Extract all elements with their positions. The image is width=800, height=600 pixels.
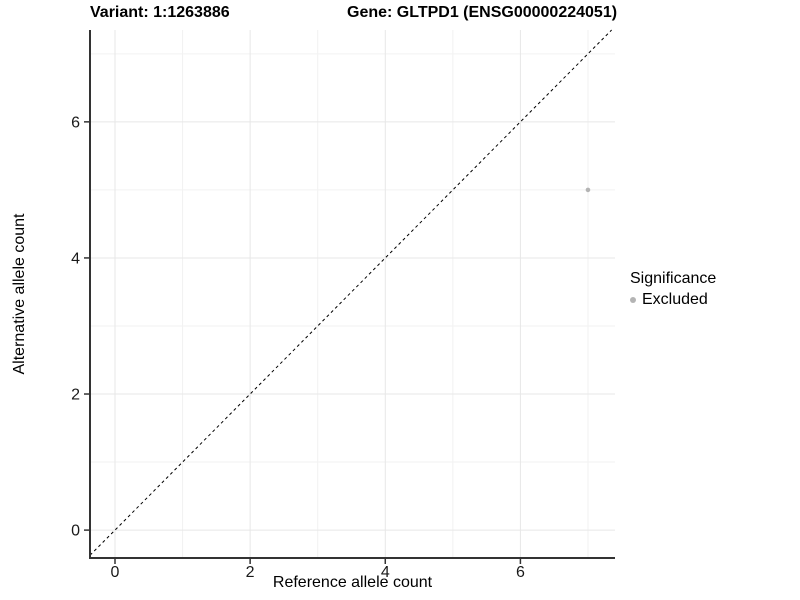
chart-title-variant: Variant: 1:1263886 bbox=[90, 4, 230, 21]
x-axis-title: Reference allele count bbox=[272, 574, 433, 591]
y-tick-label: 2 bbox=[71, 387, 80, 404]
y-tick-label: 6 bbox=[71, 114, 80, 131]
chart-title-gene: Gene: GLTPD1 (ENSG00000224051) bbox=[347, 4, 618, 21]
x-tick-label: 2 bbox=[246, 564, 255, 581]
excluded-marker-icon bbox=[630, 297, 636, 303]
legend: Significance Excluded bbox=[630, 270, 716, 309]
legend-title: Significance bbox=[630, 270, 717, 287]
legend-entry-label: Excluded bbox=[642, 291, 708, 308]
y-tick-label: 4 bbox=[71, 250, 80, 267]
x-tick-label: 0 bbox=[111, 564, 120, 581]
y-tick-label: 0 bbox=[71, 523, 80, 540]
x-tick-label: 4 bbox=[381, 564, 390, 581]
data-point bbox=[585, 187, 591, 193]
x-tick-label: 6 bbox=[516, 564, 525, 581]
y-axis-title: Alternative allele count bbox=[11, 213, 28, 375]
legend-entry-excluded: Excluded bbox=[630, 291, 716, 309]
identity-line bbox=[89, 29, 612, 556]
